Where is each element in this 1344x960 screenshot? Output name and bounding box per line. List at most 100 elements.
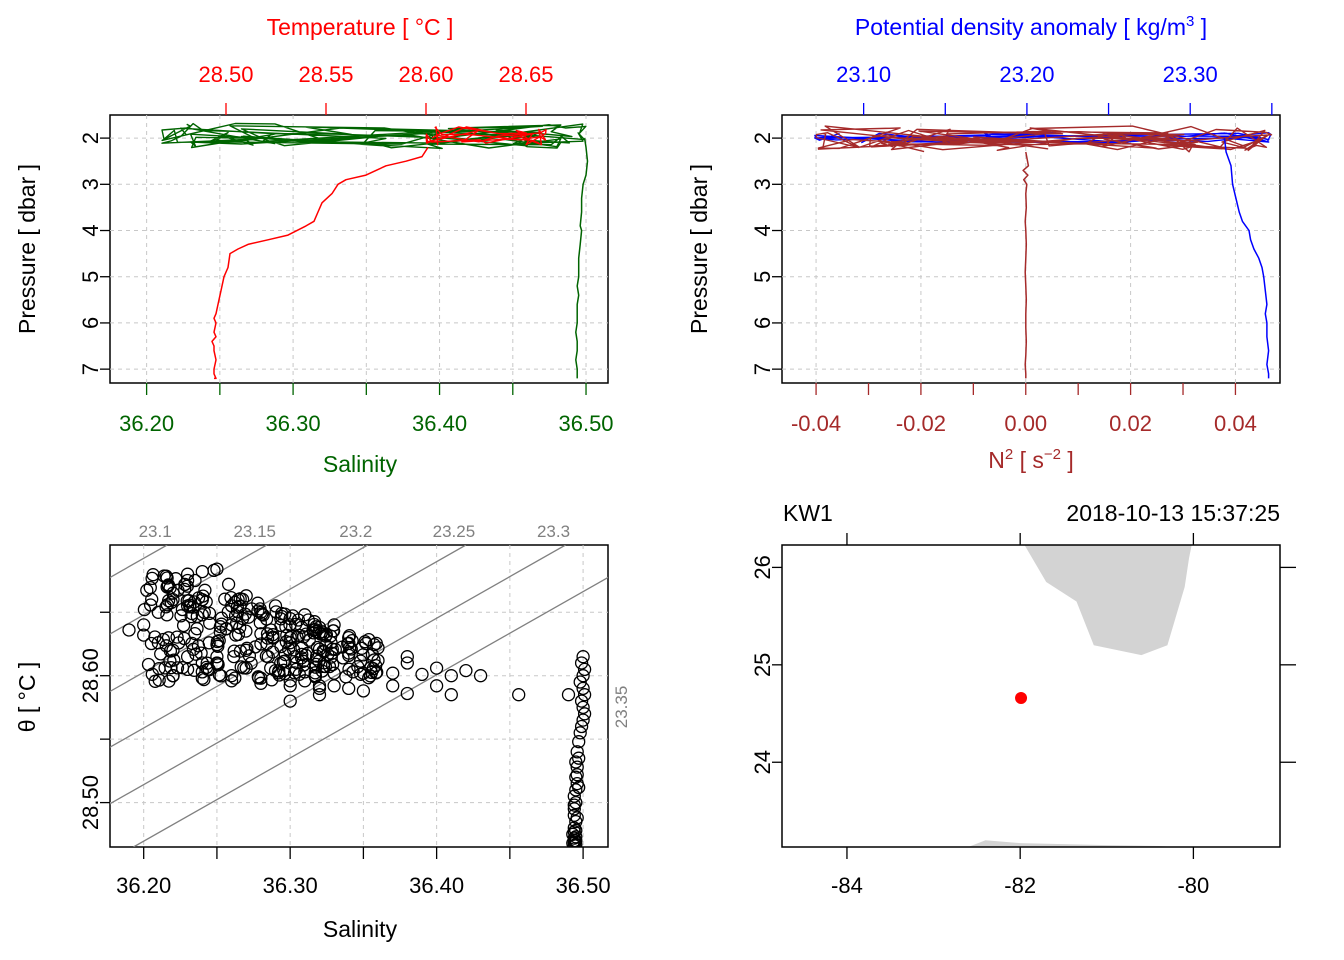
density-tick-label: 23.20: [999, 62, 1054, 87]
ts-deep-point: [576, 681, 590, 696]
n2-axis-title: N2 [ s−2 ]: [988, 446, 1074, 473]
ts-point: [473, 669, 488, 683]
isopycnal-line: [110, 545, 369, 693]
ts-point: [180, 579, 194, 593]
ts-point: [265, 673, 279, 687]
ts-point: [342, 629, 357, 643]
ts-salinity-axis-title: Salinity: [323, 916, 398, 942]
ts-point: [386, 679, 400, 693]
ts-point: [190, 609, 204, 624]
ts-point: [367, 653, 381, 667]
ts-point: [310, 649, 324, 663]
pressure-tick-label: 4: [750, 224, 775, 236]
ts-point: [122, 623, 136, 637]
ts-salinity-tick-label: 36.50: [556, 873, 611, 898]
land-polygon: [968, 840, 1177, 847]
density-axis-title: Potential density anomaly [ kg/m3 ]: [855, 13, 1207, 40]
ts-point: [199, 660, 214, 675]
ts-deep-point: [576, 713, 590, 727]
ts-deep-point: [577, 662, 592, 677]
ts-point: [301, 613, 315, 627]
salinity-tick-label: 36.30: [266, 411, 321, 436]
ts-point: [251, 604, 265, 618]
ts-deep-point: [569, 823, 583, 838]
salinity-tick-label: 36.50: [558, 411, 613, 436]
ts-point: [200, 656, 214, 670]
ts-point: [175, 661, 190, 675]
ts-point: [239, 624, 253, 638]
n2-surface-spikes: [869, 133, 1199, 153]
ts-point: [228, 609, 243, 623]
salinity-tick-label: 36.40: [412, 411, 467, 436]
ts-point: [429, 679, 444, 693]
ts-deep-point: [576, 650, 590, 664]
ts-point: [172, 636, 186, 650]
ts-point: [342, 662, 356, 676]
ts-point: [174, 609, 188, 623]
ts-point: [272, 664, 286, 678]
ts-point: [219, 622, 233, 636]
isopycnal-label: 23.15: [233, 522, 276, 541]
n2-tick-label: 0.00: [1004, 411, 1047, 436]
ts-point: [239, 589, 253, 603]
ts-point: [159, 600, 173, 614]
ts-point: [251, 596, 265, 610]
isopycnal-line: [110, 545, 467, 748]
ts-deep-point: [567, 789, 581, 803]
ts-point: [240, 641, 254, 655]
isopycnal-label: 23.3: [537, 522, 570, 541]
ts-point: [400, 686, 414, 701]
ts-point: [327, 666, 341, 680]
ts-point: [195, 593, 209, 607]
n2-tick-label: -0.02: [896, 411, 946, 436]
density-tick-label: 23.30: [1163, 62, 1218, 87]
ts-point: [178, 577, 192, 592]
ts-point: [444, 669, 458, 683]
ts-point: [202, 606, 217, 621]
ts-point: [160, 608, 174, 622]
ts-point: [279, 620, 293, 634]
ts-point: [325, 657, 340, 672]
ts-deep-point: [573, 726, 587, 740]
ts-deep-point: [567, 839, 581, 847]
ts-point: [259, 612, 274, 626]
station-name-label: KW1: [783, 500, 833, 526]
n2-tick-label: 0.02: [1109, 411, 1152, 436]
ts-point: [288, 650, 302, 664]
ts-deep-point: [567, 798, 581, 812]
ts-point: [197, 605, 211, 620]
ts-point: [198, 583, 212, 597]
ts-point: [156, 632, 171, 647]
station-marker: [1015, 691, 1028, 704]
ts-point: [260, 631, 275, 645]
ts-point: [189, 647, 203, 661]
ts-point: [354, 667, 368, 681]
ts-point: [309, 657, 323, 672]
ts-point: [202, 636, 216, 650]
ts-point: [260, 636, 274, 651]
ts-deep-point: [570, 768, 584, 782]
ts-point: [202, 663, 216, 677]
pressure-tick-label: 7: [78, 363, 103, 375]
ts-point: [237, 661, 251, 675]
ts-point: [459, 663, 473, 678]
salinity-axis-title: Salinity: [323, 451, 398, 477]
ts-point: [444, 688, 458, 702]
ts-deep-point: [577, 688, 592, 702]
longitude-tick-label: -82: [1004, 873, 1036, 898]
ts-deep-point: [577, 707, 592, 721]
ts-point: [295, 647, 309, 662]
temperature-tick-label: 28.65: [498, 62, 553, 87]
theta-tick-label: 28.50: [78, 775, 103, 830]
ts-deep-point: [572, 751, 586, 765]
ts-point: [228, 671, 242, 685]
ts-point: [140, 583, 154, 597]
ts-point: [224, 590, 238, 605]
ts-point: [194, 646, 208, 660]
ts-point: [197, 672, 211, 687]
ts-deep-point: [569, 795, 583, 810]
ts-salinity-tick-label: 36.30: [263, 873, 318, 898]
ts-deep-point: [569, 770, 583, 784]
ts-point: [253, 602, 267, 616]
isopycnal-line: [133, 576, 608, 847]
